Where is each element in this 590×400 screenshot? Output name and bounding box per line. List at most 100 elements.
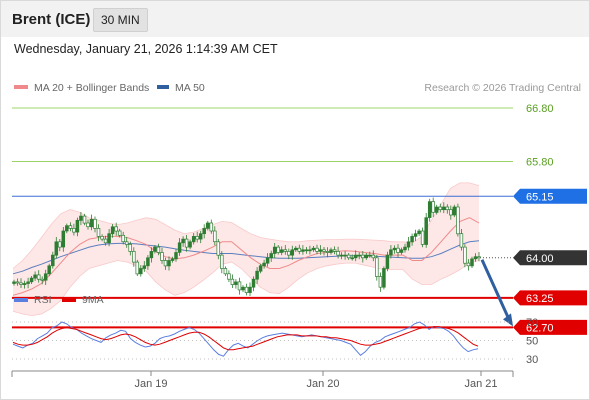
candles <box>12 197 481 296</box>
credit-text: Research © 2026 Trading Central <box>424 82 581 94</box>
candle-body <box>47 265 51 275</box>
level-63-25-label: 63.25 <box>526 293 554 305</box>
candle-body <box>346 254 351 259</box>
candle-body <box>33 274 37 279</box>
candle-body <box>230 278 235 285</box>
candle-body <box>79 215 83 221</box>
candle-body <box>399 249 404 253</box>
candle-body <box>75 219 80 233</box>
candle-body <box>456 206 460 235</box>
candle-body <box>40 278 44 281</box>
legend-ma20-bb: MA 20 + Bollinger Bands <box>34 82 149 94</box>
price-panel: 66.80 65.80 65.15 64.00 63.25 62.70 <box>12 103 587 335</box>
candle-body <box>195 236 199 240</box>
candle-body <box>103 238 108 244</box>
candle-body <box>156 246 161 253</box>
candle-body <box>406 241 411 248</box>
candle-body <box>413 233 418 237</box>
candle-body <box>26 281 30 284</box>
candle-body <box>110 226 115 235</box>
candle-body <box>353 254 358 259</box>
candle-body <box>322 249 326 252</box>
candle-body <box>287 251 291 256</box>
candle-body <box>146 257 150 267</box>
ma50-line <box>12 240 480 275</box>
candle-body <box>65 225 69 232</box>
rsi-tick-50: 50 <box>526 336 538 348</box>
timeframe-button[interactable]: 30 MIN <box>93 8 148 32</box>
rsi-panel: 70 50 30 <box>12 317 538 366</box>
candle-body <box>241 286 245 291</box>
candle-body <box>417 230 421 235</box>
candle-body <box>449 209 453 216</box>
candle-body <box>29 277 34 283</box>
candle-body <box>223 268 228 275</box>
chart-header: Brent (ICE) 30 MIN <box>1 1 589 37</box>
legend-swatch-rsi <box>14 298 28 302</box>
bollinger-band-area <box>13 182 479 316</box>
candle-body <box>431 201 435 213</box>
candle-body <box>463 246 467 264</box>
candle-body <box>163 260 168 267</box>
candle-body <box>107 233 111 244</box>
level-62-70-label: 62.70 <box>526 322 554 334</box>
candle-body <box>301 249 305 252</box>
candle-body <box>160 252 164 261</box>
candle-body <box>434 206 439 213</box>
candle-body <box>244 286 249 293</box>
candle-body <box>427 201 432 218</box>
candle-body <box>117 230 122 236</box>
candle-body <box>389 249 393 256</box>
legend-rsi: RSI <box>34 294 52 306</box>
x-tick-label-1: Jan 20 <box>306 378 339 390</box>
candle-body <box>43 273 48 281</box>
rsi-tick-30: 30 <box>526 354 538 366</box>
candle-body <box>294 247 298 251</box>
candle-body <box>392 247 397 251</box>
candle-body <box>68 225 73 229</box>
candle-body <box>424 217 428 245</box>
candle-body <box>188 241 192 248</box>
x-tick-label-0: Jan 19 <box>134 378 167 390</box>
candle-body <box>283 249 288 252</box>
candle-body <box>420 230 425 245</box>
x-tick-label-2: Jan 21 <box>464 378 497 390</box>
candle-body <box>61 230 66 248</box>
candle-body <box>205 222 210 229</box>
candle-body <box>202 228 206 235</box>
legend-swatch-ma50 <box>157 85 169 89</box>
candle-body <box>276 246 280 253</box>
candle-body <box>396 247 400 253</box>
candle-body <box>128 244 132 252</box>
candle-body <box>177 242 182 253</box>
candle-body <box>93 218 97 229</box>
candle-body <box>445 206 450 211</box>
candle-body <box>308 249 312 252</box>
candle-body <box>329 249 333 253</box>
candle-body <box>198 233 203 240</box>
candle-body <box>357 254 361 257</box>
candle-body <box>174 252 178 260</box>
candle-body <box>459 233 464 248</box>
candle-body <box>12 281 16 284</box>
rsi-tick-70: 70 <box>526 317 538 329</box>
candle-body <box>258 265 263 272</box>
legend-9ma: 9MA <box>82 294 104 306</box>
candle-body <box>227 273 231 280</box>
candle-body <box>279 249 284 253</box>
price-chart: MA 20 + Bollinger Bands MA 50 Research ©… <box>11 82 587 390</box>
candle-body <box>184 238 189 248</box>
candle-body <box>220 254 224 269</box>
level-63-25-tag <box>513 290 587 306</box>
bollinger-upper-line <box>12 182 480 269</box>
candle-body <box>181 238 185 244</box>
candle-body <box>139 268 143 275</box>
candle-body <box>336 251 340 256</box>
candle-body <box>410 236 414 243</box>
candle-body <box>403 246 407 251</box>
candle-body <box>234 281 238 285</box>
candle-body <box>382 268 386 288</box>
candle-body <box>378 276 383 288</box>
level-65-15-label: 65.15 <box>526 191 554 203</box>
candle-body <box>304 249 309 252</box>
